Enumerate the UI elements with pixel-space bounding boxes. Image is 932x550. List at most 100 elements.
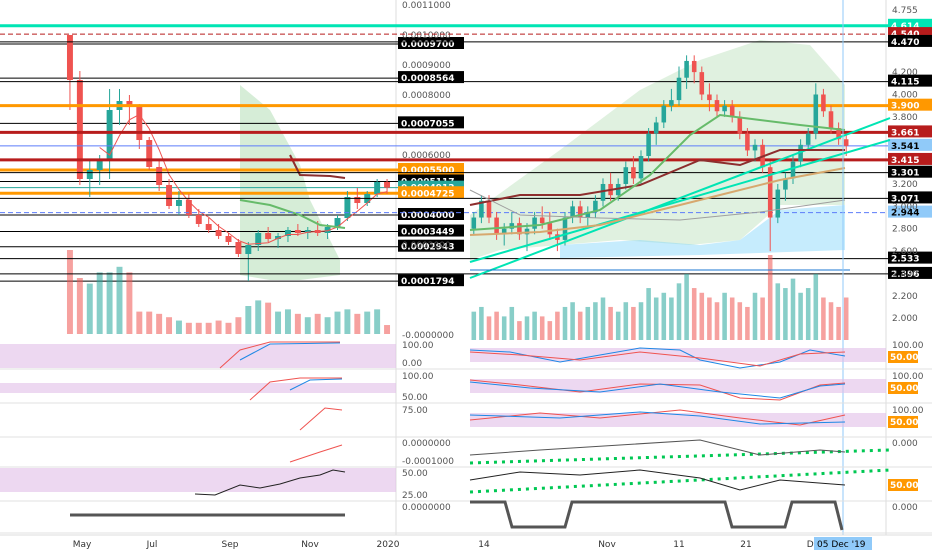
- right-trendline-1: [469, 117, 891, 279]
- right-level-label-5-bg: [888, 125, 932, 138]
- left-volume-bar: [275, 311, 282, 334]
- left-volume-bar: [166, 317, 173, 334]
- left-volume-bar: [324, 317, 331, 334]
- left-level-label-2-bg: [398, 116, 464, 129]
- left-osc2-line-b: [289, 378, 343, 391]
- right-level-label-11: 2.533: [891, 255, 919, 265]
- right-volume-bar: [585, 306, 591, 340]
- right-x-tick-1: Nov: [598, 540, 616, 550]
- right-osc-band-1: [470, 348, 886, 362]
- right-volume-bar: [760, 297, 765, 340]
- left-level-label-1: 0.0008564: [401, 74, 455, 84]
- right-osc-label-0-0: 100.00: [892, 341, 924, 351]
- right-volume-bar: [608, 306, 613, 340]
- right-volume-bar: [699, 292, 705, 340]
- left-osc-label-1-0: 100.00: [402, 372, 434, 382]
- right-osc3-line-a: [469, 409, 846, 426]
- right-volume-bar: [821, 297, 826, 340]
- right-volume-bar: [638, 302, 644, 340]
- right-candle-body: [729, 105, 735, 117]
- left-candle-body: [166, 185, 173, 206]
- right-volume-bar: [646, 288, 651, 340]
- right-volume-bar: [661, 292, 667, 340]
- left-candle-body: [96, 161, 103, 170]
- left-candle-body: [195, 215, 202, 224]
- left-volume-bar: [76, 278, 83, 334]
- left-candle-body: [126, 101, 133, 107]
- left-candle-body: [215, 230, 222, 236]
- right-candle-body: [653, 122, 659, 134]
- right-volume-bar: [471, 311, 477, 340]
- left-level-label-9-bg: [398, 239, 464, 252]
- right-volume-bar: [570, 302, 575, 340]
- left-candle-body: [235, 242, 242, 254]
- left-osc2-line-a: [249, 377, 342, 401]
- left-volume-bar: [156, 313, 163, 334]
- right-volume-bar: [479, 306, 484, 340]
- left-level-label-6: 0.0004725: [401, 189, 455, 199]
- left-level-label-3: 0.0005500: [401, 166, 455, 176]
- left-volume-bar: [364, 311, 371, 334]
- right-candle-body: [593, 200, 598, 212]
- left-y-tick-0: 0.0011000: [402, 1, 451, 11]
- left-candle-body: [106, 110, 113, 161]
- right-candle-body: [691, 60, 697, 73]
- left-candle-body: [344, 197, 351, 218]
- left-tenkan-line: [289, 154, 346, 179]
- right-volume-bar: [775, 283, 781, 340]
- right-volume-bar: [600, 297, 606, 340]
- right-osc-label-bg: [888, 479, 918, 491]
- left-level-label-0: 0.0009700: [401, 40, 455, 50]
- left-osc5-line: [194, 469, 346, 496]
- right-candle-body: [547, 223, 553, 235]
- left-level-label-3-bg: [398, 163, 464, 175]
- left-level-label-0-bg: [398, 37, 464, 49]
- right-osc6-line: [470, 500, 844, 531]
- right-volume-bar: [691, 288, 697, 340]
- right-osc-label-0-1: 50.00: [890, 353, 918, 363]
- right-sma-line: [469, 189, 846, 221]
- left-candle-body: [294, 230, 301, 233]
- right-volume-bar: [501, 316, 507, 340]
- right-candle-body: [752, 144, 758, 151]
- right-candle-body: [501, 228, 507, 235]
- left-candle-body: [86, 170, 93, 179]
- right-volume-bar: [729, 297, 735, 340]
- right-level-label-6-bg: [888, 138, 932, 151]
- left-candle-body: [136, 107, 143, 140]
- right-candle-body: [722, 105, 727, 112]
- left-x-tick-2: Sep: [222, 540, 239, 550]
- right-volume-bar: [509, 306, 515, 340]
- right-volume-bar: [828, 302, 834, 340]
- right-volume-bar: [843, 297, 849, 340]
- right-candle-body: [570, 206, 575, 218]
- right-volume-bar: [653, 297, 659, 340]
- right-candle-body: [714, 100, 720, 112]
- right-candle-body: [471, 217, 477, 229]
- left-candle-body: [76, 80, 83, 179]
- left-level-label-8: 0.0003449: [401, 228, 455, 238]
- right-osc1-line-a: [469, 347, 846, 369]
- left-x-tick-4: 2020: [377, 540, 400, 550]
- right-volume-bar: [562, 306, 568, 340]
- right-volume-bar: [517, 321, 522, 340]
- left-osc-label-5-0: 0.0000000: [402, 503, 451, 513]
- right-tenkan-line: [469, 149, 845, 206]
- right-candle-body: [669, 100, 674, 106]
- left-osc-band-1: [0, 344, 396, 368]
- right-candle-body: [661, 105, 667, 123]
- right-candle-body: [494, 217, 499, 235]
- left-osc-label-0-1: 0.00: [402, 359, 422, 369]
- left-candle-body: [66, 35, 73, 80]
- right-osc5-line: [469, 469, 846, 491]
- left-y-tick-2: 0.0009000: [402, 61, 451, 71]
- right-candle-body: [813, 94, 819, 134]
- right-level-label-11-bg: [888, 251, 932, 264]
- right-volume-bar: [593, 302, 598, 340]
- left-x-tick-1: Jul: [146, 540, 158, 550]
- left-osc-label-3-0: 0.0000000: [402, 439, 451, 449]
- right-volume-bar: [676, 283, 682, 340]
- right-candle-body: [699, 72, 705, 95]
- left-volume-bar: [334, 311, 341, 334]
- right-x-tick-0: 14: [478, 540, 490, 550]
